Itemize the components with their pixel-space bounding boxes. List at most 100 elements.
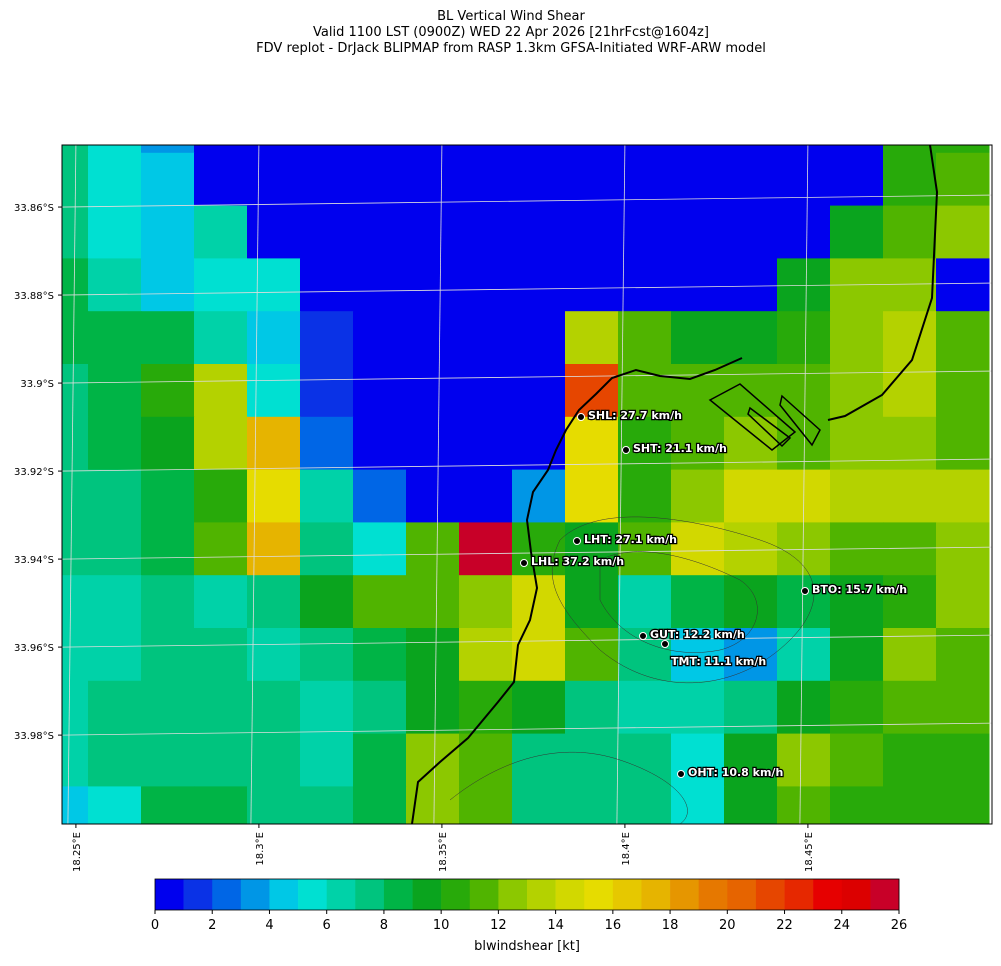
- grid-cell: [406, 469, 460, 523]
- map-frame: [61, 144, 993, 825]
- grid-cell: [459, 364, 513, 418]
- grid-cell: [459, 311, 513, 365]
- grid-cell: [671, 152, 725, 207]
- colorbar-tick-label: 12: [490, 918, 507, 933]
- grid-cell: [141, 152, 195, 207]
- grid-cell: [62, 628, 89, 682]
- grid-cell: [512, 575, 566, 629]
- grid-cell: [830, 786, 884, 824]
- grid-cell: [883, 680, 937, 735]
- grid-cell: [618, 205, 672, 259]
- grid-cell: [62, 416, 89, 471]
- grid-cell: [512, 680, 566, 735]
- colorbar-tick-label: 16: [605, 918, 622, 933]
- grid-cell: [724, 628, 778, 682]
- grid-line: [62, 722, 992, 736]
- x-tick-label: 18.4°E: [621, 832, 632, 866]
- grid-cell: [512, 733, 566, 787]
- grid-cell: [300, 364, 354, 418]
- grid-cell: [353, 628, 407, 682]
- grid-cell: [883, 258, 937, 312]
- colorbar-swatch: [355, 879, 385, 910]
- grid-cell: [141, 416, 195, 471]
- grid-cell: [883, 733, 937, 787]
- station-label: OHT: 10.8 km/h: [688, 766, 783, 779]
- grid-cell: [565, 311, 619, 365]
- grid-cell: [459, 258, 513, 312]
- colorbar-tick-label: 2: [208, 918, 216, 933]
- grid-cell: [618, 733, 672, 787]
- grid-cell: [777, 786, 831, 824]
- grid-cell: [671, 258, 725, 312]
- grid-line: [62, 370, 992, 384]
- grid-cell: [565, 680, 619, 735]
- grid-cell: [512, 205, 566, 259]
- grid-cell: [936, 469, 990, 523]
- colorbar-tick-label: 6: [323, 918, 331, 933]
- x-tick-label: 18.3°E: [255, 832, 266, 866]
- colorbar-tick-label: 20: [719, 918, 736, 933]
- grid-cell: [565, 416, 619, 471]
- grid-cell: [830, 469, 884, 523]
- coast: [827, 145, 939, 421]
- grid-cell: [141, 311, 195, 365]
- colorbar-swatch: [155, 879, 184, 910]
- grid-cell: [300, 152, 354, 207]
- station-label: LHT: 27.1 km/h: [584, 533, 677, 546]
- grid-cell: [141, 733, 195, 787]
- grid-cell: [353, 152, 407, 207]
- grid-cell: [88, 680, 142, 735]
- grid-cell: [88, 205, 142, 259]
- graticule: [62, 145, 992, 824]
- grid-cell: [88, 145, 142, 154]
- grid-cell: [194, 469, 248, 523]
- grid-cell: [88, 733, 142, 787]
- grid-cell: [777, 733, 831, 787]
- grid-cell: [883, 628, 937, 682]
- colorbar: 0 2 4 6 8 10 12 14 16 18 20 22 24 26: [151, 878, 907, 933]
- colorbar-tick-label: 14: [547, 918, 564, 933]
- grid-cell: [353, 786, 407, 824]
- station-label: SHL: 27.7 km/h: [588, 409, 682, 422]
- wind-grid: [62, 145, 990, 824]
- grid-cell: [300, 522, 354, 576]
- colorbar-label: blwindshear [kt]: [474, 939, 580, 954]
- colorbar-tick-label: 18: [662, 918, 679, 933]
- grid-cell: [194, 311, 248, 365]
- grid-cell: [618, 145, 672, 154]
- grid-cell: [512, 416, 566, 471]
- grid-cell: [247, 145, 301, 154]
- grid-cell: [406, 733, 460, 787]
- grid-cell: [459, 575, 513, 629]
- grid-cell: [512, 258, 566, 312]
- grid-cell: [512, 311, 566, 365]
- y-tick-label: 33.92°S: [14, 467, 54, 478]
- grid-cell: [353, 733, 407, 787]
- grid-cell: [247, 311, 301, 365]
- grid-cell: [353, 145, 407, 154]
- grid-cell: [141, 364, 195, 418]
- grid-cell: [830, 575, 884, 629]
- grid-cell: [247, 680, 301, 735]
- grid-cell: [406, 522, 460, 576]
- grid-cell: [88, 364, 142, 418]
- grid-cell: [671, 145, 725, 154]
- grid-cell: [512, 145, 566, 154]
- colorbar-frame: [154, 878, 900, 911]
- grid-cell: [618, 680, 672, 735]
- colorbar-swatch: [870, 879, 900, 910]
- grid-cell: [671, 311, 725, 365]
- grid-cell: [883, 152, 937, 207]
- harbour: [708, 383, 821, 451]
- grid-cell: [300, 628, 354, 682]
- grid-cell: [671, 628, 725, 682]
- station-dot: [520, 559, 528, 567]
- grid-cell: [141, 522, 195, 576]
- station-dot: [801, 587, 809, 595]
- station-dot: [639, 632, 647, 640]
- grid-cell: [62, 786, 89, 824]
- y-tick-label: 33.98°S: [14, 731, 54, 742]
- grid-cell: [247, 469, 301, 523]
- grid-cell: [62, 145, 89, 154]
- grid-cell: [88, 786, 142, 824]
